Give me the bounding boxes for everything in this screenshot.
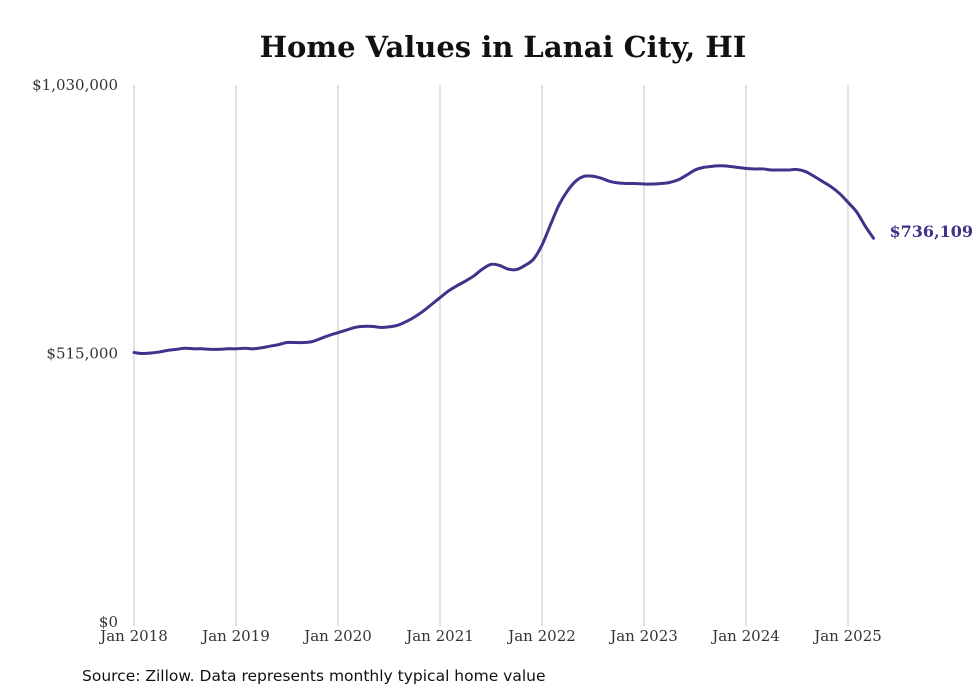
home-value-line xyxy=(132,164,875,356)
x-tick-label: Jan 2022 xyxy=(506,627,576,645)
chart-title: Home Values in Lanai City, HI xyxy=(259,30,747,64)
x-tick-label: Jan 2020 xyxy=(302,627,372,645)
x-tick-label: Jan 2023 xyxy=(608,627,678,645)
source-note: Source: Zillow. Data represents monthly … xyxy=(82,667,546,685)
x-axis-tick-labels: Jan 2018 Jan 2019 Jan 2020 Jan 2021 Jan 2022… xyxy=(98,627,882,645)
series-layer xyxy=(132,164,875,356)
y-axis-tick-labels: $0 $515,000 $1,030,000 xyxy=(32,76,118,631)
x-tick-label: Jan 2024 xyxy=(710,627,780,645)
line-chart: $0$515,000$1,030,000 Jan 2018 Jan 2019 Jan… xyxy=(32,76,974,645)
x-tick-label: Jan 2018 xyxy=(98,627,168,645)
end-label-layer: $736,109 xyxy=(890,222,974,241)
x-tick-label: Jan 2021 xyxy=(404,627,474,645)
end-value-label: $736,109 xyxy=(890,222,974,241)
vertical-gridlines xyxy=(133,85,849,626)
y-tick-label: $515,000 xyxy=(46,345,118,363)
y-tick-label: $0 xyxy=(99,613,118,631)
x-tick-label: Jan 2025 xyxy=(812,627,882,645)
x-tick-label: Jan 2019 xyxy=(200,627,270,645)
y-tick-label: $1,030,000 xyxy=(32,76,118,94)
